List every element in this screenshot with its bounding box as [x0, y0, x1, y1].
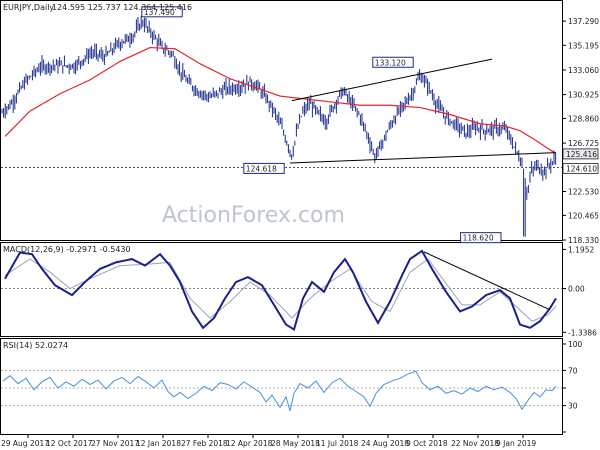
x-tick-label: 28 May 2018: [271, 439, 320, 448]
x-tick-label: 9 Jan 2019: [496, 439, 536, 448]
macd-signal-line: [4, 258, 557, 322]
rsi-line: [2, 370, 557, 412]
macd-panel-title: MACD(12,26,9) -0.2971 -0.5430: [3, 245, 131, 254]
price-tick-label: 126.725: [568, 139, 599, 148]
rsi-tick-label: 100: [568, 340, 583, 349]
x-tick-label: 29 Aug 2017: [1, 439, 49, 448]
current-price-tag: [562, 162, 599, 174]
channel-trend-line: [291, 58, 493, 102]
moving-average-line: [4, 46, 557, 155]
price-panel: 118.330 120.465 122.530 124.610 126.725 128.8…: [1, 6, 599, 245]
current-price-tag: [562, 148, 599, 160]
rsi-panel: 100 70 30: [1, 340, 583, 433]
macd-panel-frame: [0, 242, 563, 337]
annotation-box: [460, 232, 502, 244]
price-tick-label: 135.195: [568, 41, 599, 50]
macd-tick-label: 1.1952: [568, 245, 594, 254]
price-tick-label: 137.290: [568, 17, 599, 26]
rsi-tick-label: 30: [568, 402, 578, 411]
annotation-label: 124.618: [246, 164, 277, 173]
price-tick-label: 118.330: [568, 236, 599, 245]
macd-tick-label: -1.3386: [568, 328, 597, 337]
macd-trend-line: [423, 251, 551, 311]
x-tick-label: 27 Feb 2018: [181, 439, 228, 448]
annotation-label: 137.490: [144, 8, 175, 17]
watermark: ActionForex.com: [162, 203, 345, 228]
x-tick-label: 12 Oct 2017: [46, 439, 93, 448]
annotation-label: 118.620: [463, 234, 494, 243]
price-tick-label: 120.465: [568, 211, 599, 220]
x-tick-label: 22 Nov 2018: [451, 439, 499, 448]
price-tick-label: 128.860: [568, 114, 599, 123]
x-tick-label: 9 Oct 2018: [406, 439, 448, 448]
x-tick-label: 12 Jan 2018: [136, 439, 181, 448]
current-price-tag-label: 125.416: [566, 150, 597, 159]
macd-tick-label: 0.00: [568, 285, 585, 294]
ohlc-readout: 124.595 125.737 124.364 125.416: [52, 3, 192, 12]
current-price-tag-label: 124.610: [566, 164, 597, 173]
annotation-box: [141, 6, 183, 18]
price-tick-label: 133.060: [568, 66, 599, 75]
rsi-tick-label: 70: [568, 366, 578, 375]
annotation-box: [243, 162, 285, 174]
x-tick-label: 12 Apr 2018: [226, 439, 273, 448]
price-panel-title: EURJPY,Daily: [3, 3, 54, 12]
channel-trend-line: [289, 152, 557, 164]
price-tick-label: 130.925: [568, 91, 599, 100]
x-tick-label: 11 Jul 2018: [316, 439, 359, 448]
macd-line: [4, 249, 557, 331]
annotation-label: 133.120: [375, 58, 406, 67]
annotation-box: [372, 56, 414, 68]
macd-panel: 1.1952 0.00 -1.3386: [1, 245, 597, 337]
rsi-panel-frame: [0, 338, 563, 435]
x-tick-label: 24 Aug 2018: [361, 439, 409, 448]
rsi-panel-title: RSI(14) 52.0274: [3, 341, 68, 350]
price-tick-label: 122.530: [568, 188, 599, 197]
x-tick-label: 27 Nov 2017: [91, 439, 139, 448]
